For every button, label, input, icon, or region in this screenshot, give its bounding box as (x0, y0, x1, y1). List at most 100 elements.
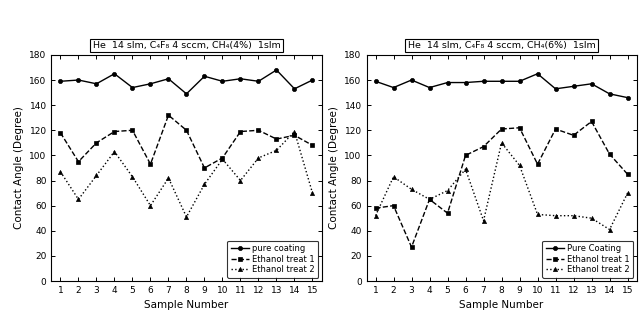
Ethanol treat 1 (408, 245, 415, 249)
Line: Ethanol treat 1: Ethanol treat 1 (59, 113, 314, 170)
Ethanol treat 2 (570, 214, 577, 218)
Pure Coating (390, 86, 397, 89)
Pure Coating (552, 87, 559, 91)
Ethanol treat 1 (426, 197, 433, 201)
Ethanol treat 2 (309, 191, 316, 195)
X-axis label: Sample Number: Sample Number (144, 300, 229, 310)
Ethanol treat 1 (372, 206, 379, 210)
Ethanol treat 2 (291, 130, 298, 133)
Legend: Pure Coating, Ethanol treat 1, Ethanol treat 2: Pure Coating, Ethanol treat 1, Ethanol t… (542, 241, 633, 278)
Ethanol treat 1 (570, 133, 577, 137)
Ethanol treat 1 (165, 113, 172, 117)
pure coating (219, 79, 226, 83)
Ethanol treat 2 (408, 187, 415, 191)
Ethanol treat 1 (219, 156, 226, 160)
Ethanol treat 2 (165, 176, 172, 180)
Line: Ethanol treat 2: Ethanol treat 2 (59, 130, 314, 219)
Line: Ethanol treat 2: Ethanol treat 2 (374, 141, 629, 232)
Ethanol treat 1 (129, 128, 136, 132)
Ethanol treat 1 (93, 141, 100, 145)
Y-axis label: Contact Angle (Degree): Contact Angle (Degree) (14, 107, 24, 229)
Y-axis label: Contact Angle (Degree): Contact Angle (Degree) (329, 107, 339, 229)
Ethanol treat 2 (498, 141, 505, 145)
Ethanol treat 2 (57, 170, 64, 174)
Ethanol treat 1 (552, 127, 559, 131)
pure coating (291, 87, 298, 91)
Line: Ethanol treat 1: Ethanol treat 1 (374, 120, 629, 249)
Ethanol treat 2 (111, 150, 118, 153)
Ethanol treat 2 (624, 191, 631, 195)
Pure Coating (372, 79, 379, 83)
Legend: pure coating, Ethanol treat 1, Ethanol treat 2: pure coating, Ethanol treat 1, Ethanol t… (227, 241, 318, 278)
Pure Coating (426, 86, 433, 89)
Pure Coating (534, 72, 541, 76)
Ethanol treat 1 (57, 131, 64, 135)
pure coating (93, 82, 100, 86)
Ethanol treat 1 (147, 162, 154, 166)
Ethanol treat 2 (480, 219, 487, 223)
pure coating (111, 72, 118, 76)
Ethanol treat 1 (75, 160, 82, 164)
pure coating (75, 78, 82, 82)
Ethanol treat 1 (201, 166, 208, 170)
Ethanol treat 1 (390, 204, 397, 208)
Ethanol treat 2 (183, 215, 190, 219)
Ethanol treat 1 (624, 172, 631, 176)
Pure Coating (462, 81, 469, 85)
Ethanol treat 1 (255, 128, 262, 132)
Ethanol treat 2 (129, 175, 136, 179)
Ethanol treat 2 (93, 173, 100, 177)
Ethanol treat 2 (147, 204, 154, 208)
Line: Pure Coating: Pure Coating (374, 72, 629, 100)
Ethanol treat 2 (201, 182, 208, 186)
pure coating (147, 82, 154, 86)
pure coating (183, 92, 190, 96)
Ethanol treat 2 (462, 167, 469, 171)
Ethanol treat 1 (606, 152, 613, 156)
Ethanol treat 2 (390, 175, 397, 179)
Ethanol treat 1 (534, 162, 541, 166)
Ethanol treat 1 (111, 130, 118, 133)
Pure Coating (624, 96, 631, 99)
pure coating (237, 77, 244, 81)
Ethanol treat 2 (237, 179, 244, 182)
Ethanol treat 1 (498, 127, 505, 131)
pure coating (57, 79, 64, 83)
Ethanol treat 2 (426, 197, 433, 201)
Pure Coating (498, 79, 505, 83)
Ethanol treat 2 (75, 197, 82, 201)
pure coating (273, 68, 280, 72)
Pure Coating (480, 79, 487, 83)
Pure Coating (570, 84, 577, 88)
Pure Coating (516, 79, 523, 83)
Ethanol treat 1 (291, 133, 298, 137)
Ethanol treat 2 (588, 216, 595, 220)
Ethanol treat 1 (237, 130, 244, 133)
Pure Coating (444, 81, 451, 85)
Ethanol treat 2 (372, 214, 379, 218)
pure coating (129, 86, 136, 89)
Pure Coating (588, 82, 595, 86)
Ethanol treat 2 (516, 163, 523, 167)
Ethanol treat 2 (219, 157, 226, 161)
Ethanol treat 1 (480, 145, 487, 149)
Ethanol treat 1 (444, 211, 451, 215)
Ethanol treat 1 (273, 137, 280, 141)
Ethanol treat 2 (606, 228, 613, 232)
Ethanol treat 1 (588, 120, 595, 123)
Ethanol treat 2 (273, 149, 280, 152)
Pure Coating (606, 92, 613, 96)
Ethanol treat 1 (183, 128, 190, 132)
Ethanol treat 1 (462, 153, 469, 157)
Ethanol treat 2 (534, 213, 541, 216)
Ethanol treat 2 (444, 189, 451, 193)
pure coating (165, 77, 172, 81)
Title: He  14 slm, C₄F₈ 4 sccm, CH₄(4%)  1slm: He 14 slm, C₄F₈ 4 sccm, CH₄(4%) 1slm (93, 41, 280, 50)
Ethanol treat 1 (309, 143, 316, 147)
pure coating (255, 79, 262, 83)
Ethanol treat 1 (516, 126, 523, 130)
Ethanol treat 2 (255, 156, 262, 160)
Ethanol treat 2 (552, 214, 559, 218)
X-axis label: Sample Number: Sample Number (459, 300, 544, 310)
Line: pure coating: pure coating (59, 68, 314, 96)
